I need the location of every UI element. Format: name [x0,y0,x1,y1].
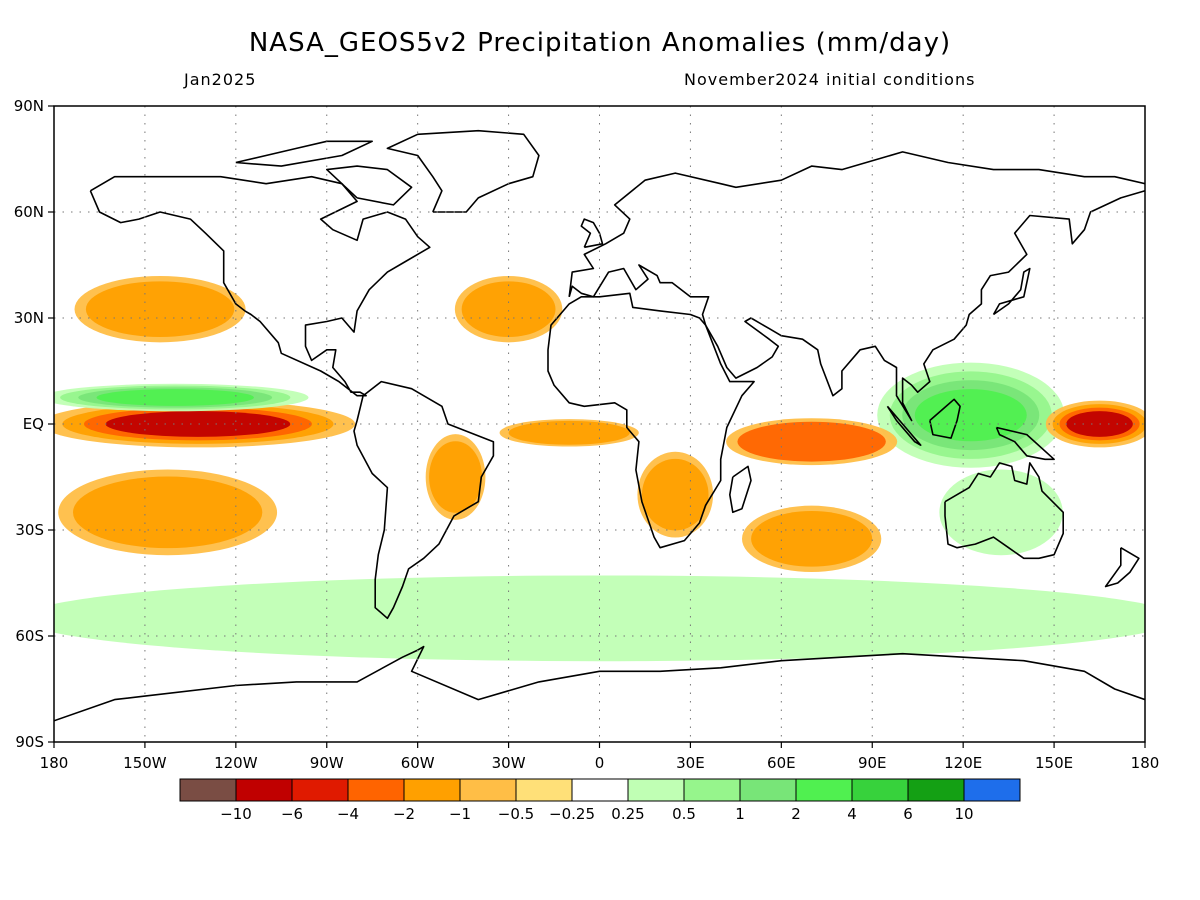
colorbar-label: 4 [847,805,857,823]
anomaly-region [461,281,556,338]
colorbar-label: 0.25 [611,805,644,823]
longitude-label: 60E [767,754,796,772]
colorbar-swatch [907,778,965,802]
longitude-label: 120W [214,754,258,772]
coastline [54,645,1145,722]
colorbar-label: −10 [220,805,252,823]
latitude-label: EQ [23,415,44,433]
coastline-layer [54,129,1145,722]
colorbar-label: 2 [791,805,801,823]
anomaly-region [54,575,1145,662]
longitude-label: 90E [858,754,887,772]
latitude-label: 30N [14,309,44,327]
anomaly-region [914,389,1027,442]
longitude-label: 60W [401,754,435,772]
colorbar-label: −0.5 [498,805,534,823]
colorbar-label: −2 [393,805,415,823]
colorbar-label: 0.5 [672,805,696,823]
gridlines [54,106,1145,742]
coastline [353,380,495,620]
longitude-label: 30W [492,754,526,772]
colorbar-label: 1 [735,805,745,823]
anomaly-region [939,469,1063,556]
colorbar-swatch [683,778,741,802]
latitude-label: 90N [14,97,44,115]
colorbar-label: −1 [449,805,471,823]
coastline [995,426,1055,461]
colorbar-swatch [235,778,293,802]
colorbar-swatch [739,778,797,802]
colorbar-label: 6 [903,805,913,823]
coastline [886,405,922,446]
colorbar-swatch [795,778,853,802]
coastline [929,398,961,439]
latitude-label: 30S [15,521,44,539]
anomaly-region [751,510,873,567]
longitude-label: 120E [944,754,982,772]
colorbar-swatch [571,778,629,802]
colorbar-swatch [403,778,461,802]
colorbar-swatch [459,778,517,802]
coastline [944,462,1064,560]
longitude-label: 180 [1131,754,1160,772]
colorbar: −10 −6 −4 −2 −1 −0.5 −0.25 0.25 0.5 1 2 4 6 10 [179,778,1021,823]
anomaly-region [508,420,630,445]
colorbar-label: −4 [337,805,359,823]
colorbar-label: −6 [281,805,303,823]
latitude-label: 60S [15,627,44,645]
anomaly-region [737,421,886,462]
anomaly-region [105,411,291,437]
colorbar-swatch [851,778,909,802]
colorbar-swatch [627,778,685,802]
longitude-label: 30E [676,754,705,772]
init-conditions-label: November2024 initial conditions [684,70,976,89]
coastline [547,292,755,549]
coastline [568,151,1145,297]
longitude-label: 90W [310,754,344,772]
valid-month-label: Jan2025 [184,70,257,89]
colorbar-swatch [179,778,237,802]
axis-labels: 90N 60N 30N EQ 30S 60S 90S 180 150W 120W 90W 60W 30W… [14,97,1160,772]
coastline [729,465,752,514]
coastline [568,190,1145,422]
coastline [326,165,413,206]
longitude-label: 150E [1035,754,1073,772]
coastline [992,267,1031,316]
colorbar-swatch [291,778,349,802]
colorbar-swatch [347,778,405,802]
map-title: NASA_GEOS5v2 Precipitation Anomalies (mm… [248,28,952,58]
longitude-label: 150W [123,754,167,772]
anomaly-fill-layer [54,276,1145,662]
anomaly-region [73,476,263,549]
anomaly-region [85,281,235,338]
coastline [235,140,373,167]
colorbar-label: −0.25 [549,805,595,823]
anomaly-region [96,389,254,406]
coastline [1104,547,1140,588]
coastline [89,175,431,397]
colorbar-label: 10 [954,805,973,823]
coastline [580,218,604,249]
latitude-label: 60N [14,203,44,221]
anomaly-region [641,458,709,531]
longitude-label: 0 [595,754,605,772]
latitude-label: 90S [15,733,44,751]
colorbar-swatch [515,778,573,802]
anomaly-region [429,441,483,513]
colorbar-swatch [963,778,1021,802]
longitude-label: 180 [40,754,69,772]
coastline [386,129,540,213]
